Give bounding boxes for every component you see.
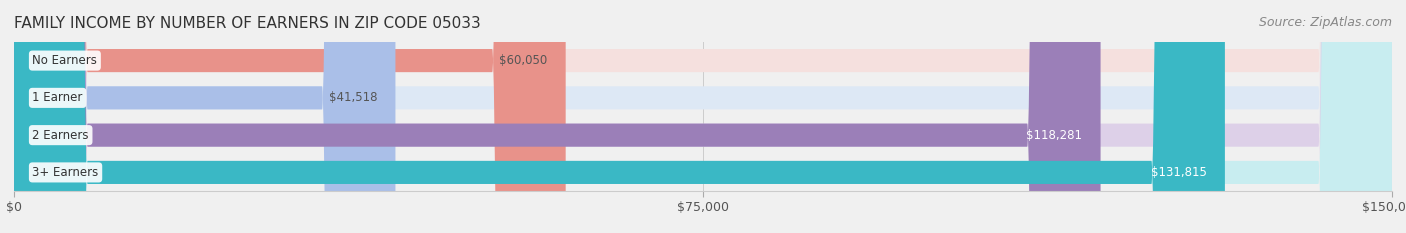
- Text: 3+ Earners: 3+ Earners: [32, 166, 98, 179]
- Text: 2 Earners: 2 Earners: [32, 129, 89, 142]
- Text: No Earners: No Earners: [32, 54, 97, 67]
- FancyBboxPatch shape: [14, 0, 1392, 233]
- FancyBboxPatch shape: [14, 0, 1392, 233]
- FancyBboxPatch shape: [14, 0, 1392, 233]
- Text: $41,518: $41,518: [329, 91, 377, 104]
- Text: $60,050: $60,050: [499, 54, 547, 67]
- FancyBboxPatch shape: [14, 0, 1392, 233]
- FancyBboxPatch shape: [14, 0, 1225, 233]
- Text: $118,281: $118,281: [1026, 129, 1083, 142]
- FancyBboxPatch shape: [14, 0, 1101, 233]
- Text: FAMILY INCOME BY NUMBER OF EARNERS IN ZIP CODE 05033: FAMILY INCOME BY NUMBER OF EARNERS IN ZI…: [14, 16, 481, 31]
- FancyBboxPatch shape: [14, 0, 565, 233]
- Text: 1 Earner: 1 Earner: [32, 91, 83, 104]
- FancyBboxPatch shape: [14, 0, 395, 233]
- Text: $131,815: $131,815: [1150, 166, 1206, 179]
- Text: Source: ZipAtlas.com: Source: ZipAtlas.com: [1258, 16, 1392, 29]
